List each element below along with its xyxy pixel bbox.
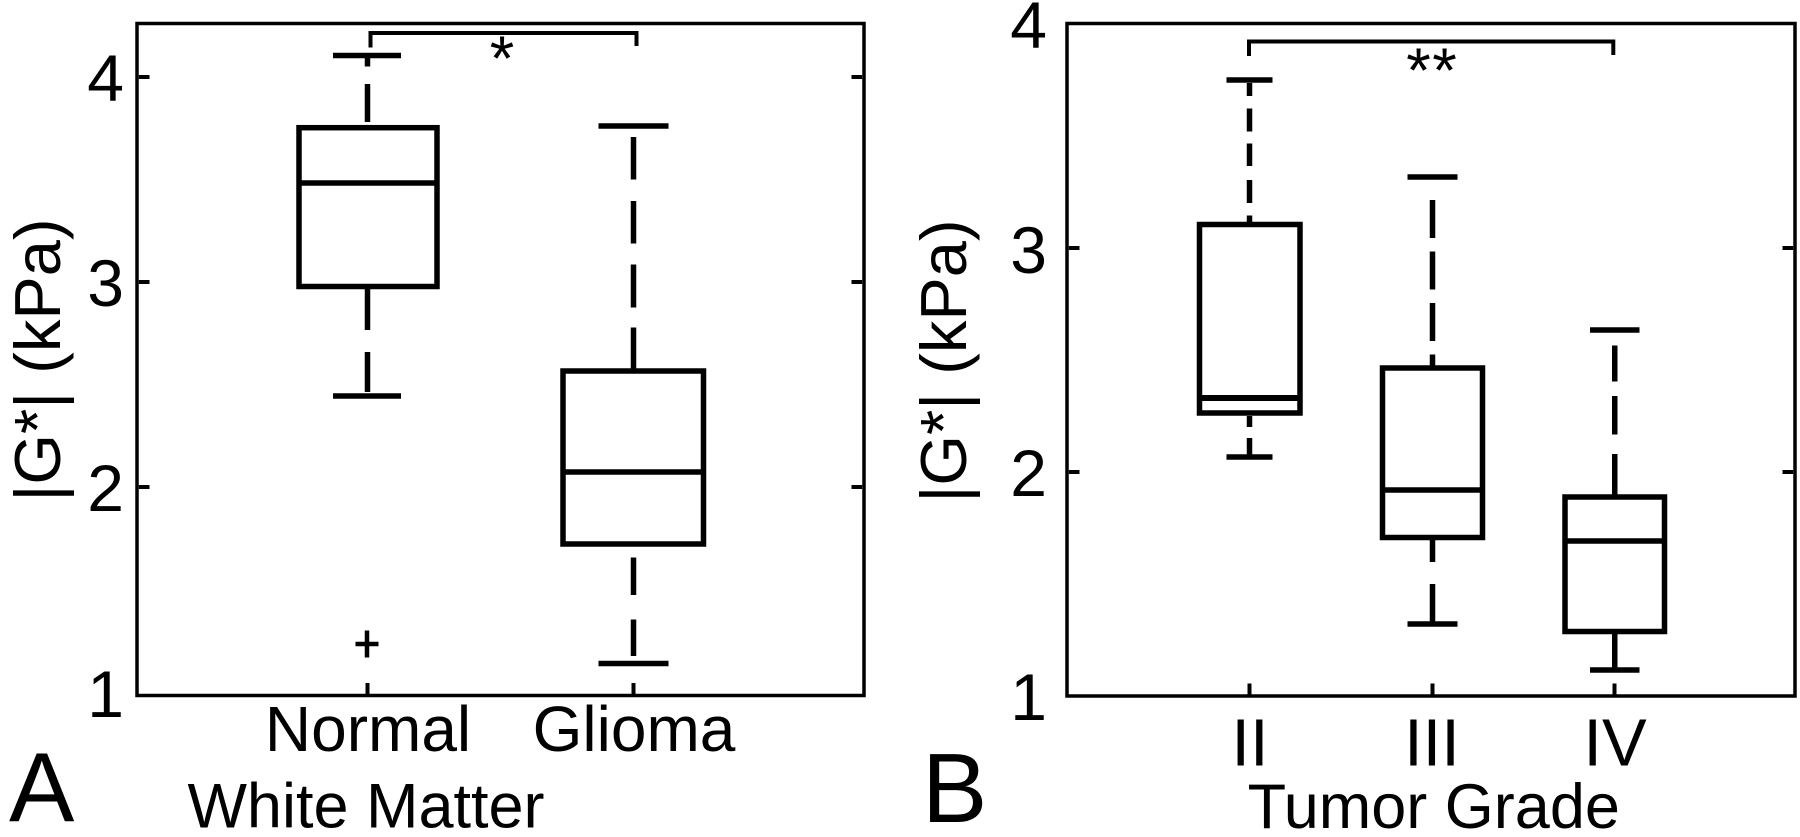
svg-text:B: B [922,733,987,832]
svg-text:III: III [1404,706,1460,781]
svg-text:Glioma: Glioma [533,693,736,765]
svg-text:*: * [1406,36,1431,106]
svg-text:*: * [490,24,515,94]
svg-text:II: II [1231,706,1268,781]
svg-text:Tumor Grade: Tumor Grade [1248,772,1620,832]
svg-text:White Matter: White Matter [187,772,544,833]
svg-text:3: 3 [1010,213,1047,287]
svg-text:2: 2 [1010,436,1047,510]
svg-text:4: 4 [87,41,124,115]
svg-text:*: * [1432,36,1457,106]
svg-text:A: A [9,733,75,833]
svg-text:2: 2 [87,451,124,525]
svg-text:|G*| (kPa): |G*| (kPa) [1,219,74,502]
svg-text:Normal: Normal [265,693,471,765]
svg-text:1: 1 [87,657,124,731]
svg-text:|G*| (kPa): |G*| (kPa) [907,220,980,503]
svg-text:3: 3 [87,246,124,320]
svg-text:IV: IV [1583,706,1647,781]
svg-text:4: 4 [1010,0,1047,62]
svg-text:1: 1 [1010,660,1047,734]
